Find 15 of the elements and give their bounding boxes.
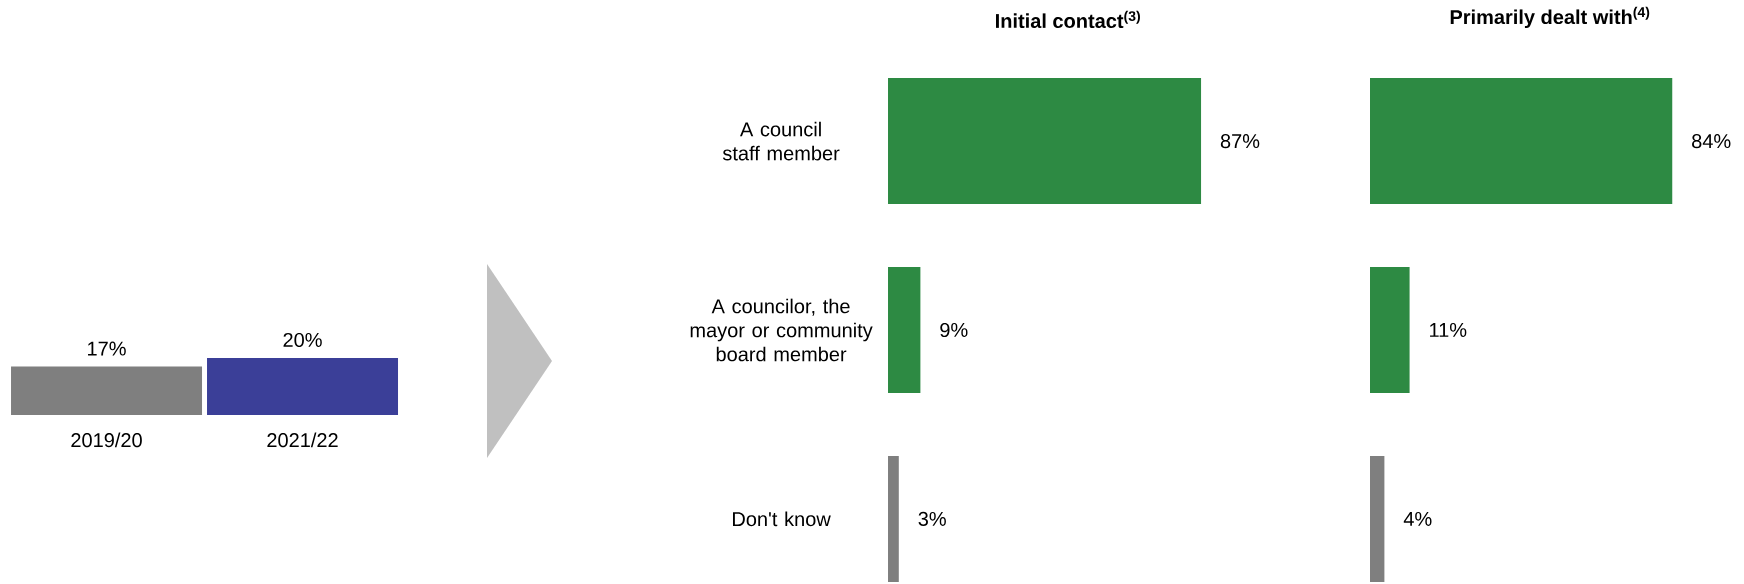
y-tick-label: A council staff member: [722, 121, 840, 161]
x-tick-label: 2021/22: [267, 432, 338, 448]
data-label: 20%: [283, 332, 322, 348]
chart-title: Initial contact$^{(3)}$: [996, 10, 1140, 29]
data-label: 84%: [1692, 134, 1731, 149]
data-label: 87%: [1220, 134, 1260, 149]
chart-title: Primarily dealt with$^{(4)}$: [1450, 6, 1650, 29]
y-tick-label: Don't know: [733, 511, 831, 527]
x-tick-label: 2019/20: [71, 432, 142, 448]
data-label: 17%: [88, 341, 126, 356]
data-label: 3%: [918, 511, 946, 526]
y-tick-label: A councilor, the mayor or community board member: [690, 298, 873, 362]
data-label: 4%: [1403, 511, 1432, 526]
data-label: 9%: [940, 322, 968, 338]
data-label: 11%: [1430, 323, 1467, 337]
